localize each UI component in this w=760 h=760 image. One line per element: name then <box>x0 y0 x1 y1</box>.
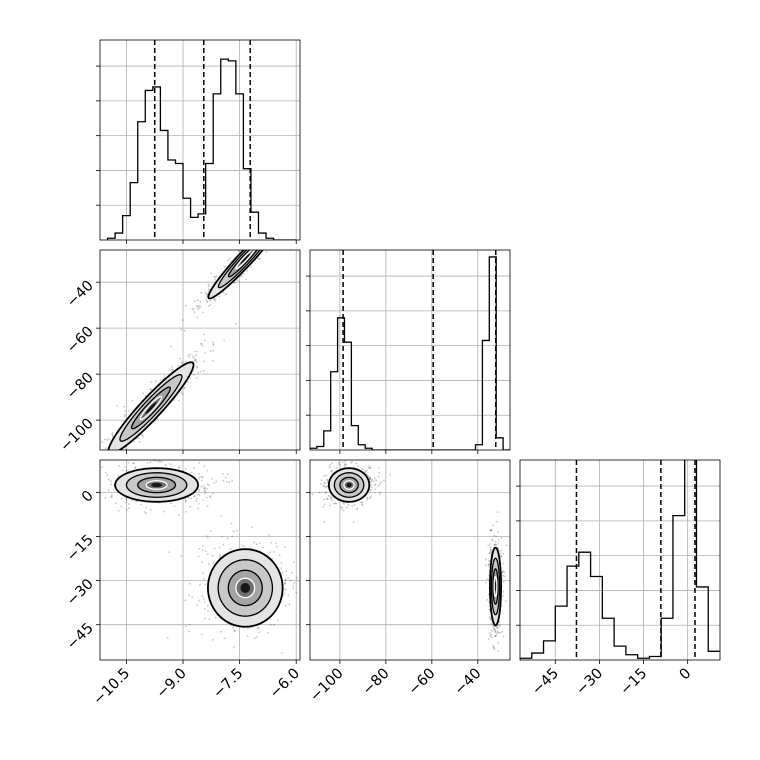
joint-0-mode-1-contour-1 <box>119 374 183 442</box>
panel-frame-0-2 <box>99 459 301 661</box>
xtick-label-1-2: −60 <box>406 666 439 699</box>
joint-2-mode-0-contour-1 <box>333 472 365 498</box>
joint-0-mode-0-contour-1 <box>217 250 261 289</box>
panel-frame-0-1 <box>99 249 301 451</box>
joint-2-mode-0-contour-2 <box>339 476 359 494</box>
joint-1-mode-0-contour-3 <box>145 480 168 490</box>
xtick-label-1-1: −80 <box>360 666 393 699</box>
xtick-label-2-0: −45 <box>529 666 562 699</box>
joint-2-mode-1-density-4 <box>494 581 497 592</box>
joint-2-mode-0-contour-0 <box>327 467 371 503</box>
joint-1-mode-0-contour-1 <box>125 472 188 498</box>
panel-frame-1-1 <box>309 249 511 451</box>
joint-0-mode-0-contour-3 <box>235 250 255 270</box>
joint-1-mode-1-contour-0 <box>207 548 284 628</box>
ytick-label-2-0: −45 <box>64 620 97 653</box>
ytick-label-1-1: −80 <box>64 370 97 403</box>
joint-2-mode-1-contour-2 <box>492 568 499 605</box>
joint-1-mode-0-contour-2 <box>137 476 177 494</box>
panel-frame-0-0 <box>99 39 301 241</box>
ytick-label-1-2: −60 <box>64 324 97 357</box>
ytick-label-1-0: −100 <box>57 416 96 455</box>
xtick-label-0-3: −6.0 <box>267 666 303 702</box>
grid-layer <box>100 40 720 660</box>
joint-1-mode-1-contour-2 <box>227 569 263 607</box>
xtick-label-0-1: −9.0 <box>154 666 190 702</box>
xtick-label-1-3: −40 <box>452 666 485 699</box>
joint-2-mode-0-density-4 <box>346 482 352 488</box>
tick-layer: −10.5 −9.0 −7.5 −6.0 −100 −80 −60 −40 −45 −30 −15 0… <box>57 65 695 709</box>
joint-1-mode-0-density-4 <box>151 482 162 488</box>
xtick-label-2-2: −15 <box>617 666 650 699</box>
joint-2-mode-1-contour-1 <box>490 557 501 616</box>
ytick-label-2-2: −15 <box>64 532 97 565</box>
joint-0-mode-0-contour-2 <box>227 250 258 278</box>
xtick-label-1-0: −100 <box>307 666 346 705</box>
joint-2-mode-1-contour-3 <box>493 576 498 597</box>
joint-1-mode-0-contour-0 <box>114 467 200 503</box>
hist-0-step <box>106 58 297 240</box>
joint-panel-1-2 <box>311 460 508 653</box>
ytick-label-2-3: 0 <box>79 488 97 506</box>
joint-1-mode-1-contour-1 <box>217 559 274 617</box>
joint-panel-0-1 <box>100 250 268 450</box>
xtick-label-0-0: −10.5 <box>91 666 134 709</box>
joint-2-mode-0-contour-3 <box>343 480 355 490</box>
joint-0-mode-0-density-4 <box>240 253 250 264</box>
joint-1-mode-1-contour-3 <box>235 577 256 599</box>
axes-frames-layer <box>99 39 721 661</box>
panel-frame-2-2 <box>519 459 721 661</box>
joint-1-mode-1-density-4 <box>240 583 251 593</box>
xtick-label-2-3: 0 <box>677 666 695 684</box>
joint-2-mode-1-contour-0 <box>489 546 502 627</box>
hist-1-step <box>310 256 510 450</box>
hist-2-step <box>520 460 720 660</box>
xtick-label-2-1: −30 <box>573 666 606 699</box>
joint-0-mode-0-contour-0 <box>207 250 264 300</box>
joint-0-mode-1-contour-2 <box>130 386 171 430</box>
ytick-label-1-3: −40 <box>64 278 97 311</box>
joint-0-mode-1-contour-0 <box>107 361 195 450</box>
panel-frame-1-2 <box>309 459 511 661</box>
joint-panel-0-2 <box>100 460 300 654</box>
ytick-label-2-1: −30 <box>64 576 97 609</box>
joint-0-mode-1-density-4 <box>145 402 157 414</box>
plot-content-layer <box>100 40 720 660</box>
joint-0-mode-1-contour-3 <box>139 395 163 421</box>
xtick-label-0-2: −7.5 <box>210 666 246 702</box>
